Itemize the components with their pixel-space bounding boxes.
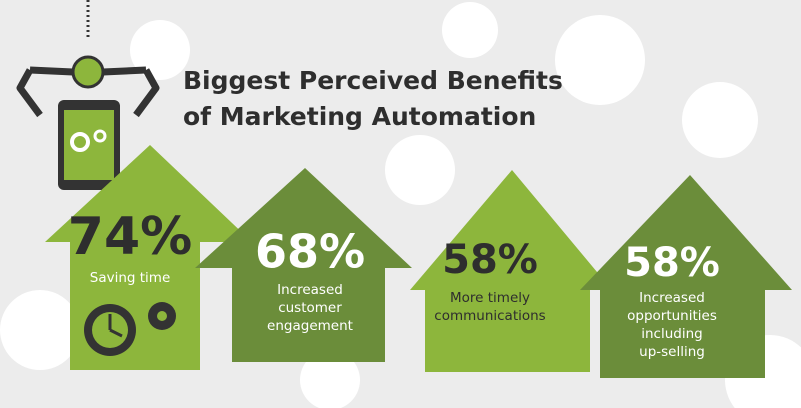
benefit-label: including [641, 326, 702, 342]
benefit-label: Increased [277, 282, 343, 298]
arrows [45, 145, 792, 378]
arrow [580, 175, 792, 378]
percentage: 68% [255, 225, 365, 279]
benefit-label: up-selling [639, 344, 705, 360]
robot-icon [16, 0, 160, 190]
title-line: of Marketing Automation [183, 102, 536, 131]
arrow [410, 170, 612, 372]
percentage: 74% [68, 207, 192, 267]
title-line: Biggest Perceived Benefits [183, 66, 563, 95]
benefit-label: customer [278, 300, 342, 316]
percentage: 58% [624, 240, 720, 286]
arrow [195, 168, 412, 362]
benefit-label: Saving time [90, 270, 171, 286]
benefit-label: communications [434, 308, 545, 324]
benefit-label: opportunities [627, 308, 717, 324]
clock-gear-icons [84, 302, 176, 356]
benefit-label: engagement [267, 318, 353, 334]
percentage: 58% [442, 237, 538, 283]
benefit-label: Increased [639, 290, 705, 306]
benefit-label: More timely [450, 290, 530, 306]
